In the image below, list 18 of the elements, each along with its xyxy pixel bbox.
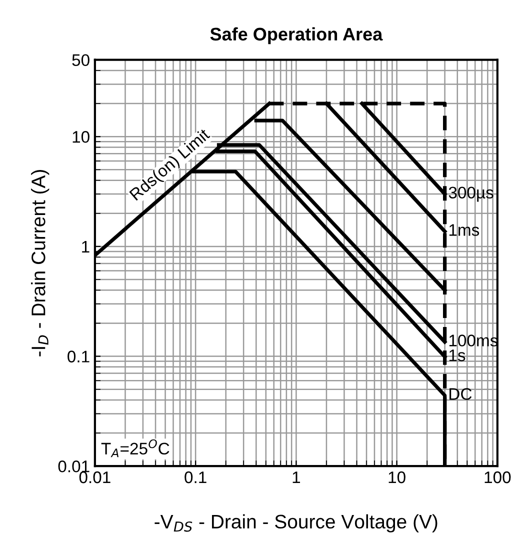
y-tick-label: 1 — [82, 241, 90, 252]
y-tick-label: 0.1 — [68, 350, 90, 362]
x-tick-label: 1 — [292, 472, 300, 484]
series-label: 300µs — [448, 186, 494, 202]
chart-title: Safe Operation Area — [210, 27, 383, 44]
annotation: T$_{A}$=25$^{O}$C — [101, 439, 170, 458]
x-tick-label: 0.1 — [184, 471, 206, 484]
y-tick-label: 0.01 — [58, 460, 90, 472]
y-axis-title: -I$_{D}$ - Drain Current (A) — [31, 170, 50, 356]
x-tick-label: 100 — [484, 471, 511, 484]
series-label: 1ms — [449, 224, 480, 236]
series-label: 1s — [449, 350, 466, 362]
y-tick-label: 10 — [72, 131, 90, 143]
series-label: 100ms — [449, 334, 498, 346]
x-axis-title: -V$_{DS}$ - Drain - Source Voltage (V) — [154, 514, 438, 532]
y-tick-label: 50 — [72, 54, 90, 66]
series-label: DC — [450, 388, 472, 400]
x-tick-label: 10 — [388, 471, 406, 484]
